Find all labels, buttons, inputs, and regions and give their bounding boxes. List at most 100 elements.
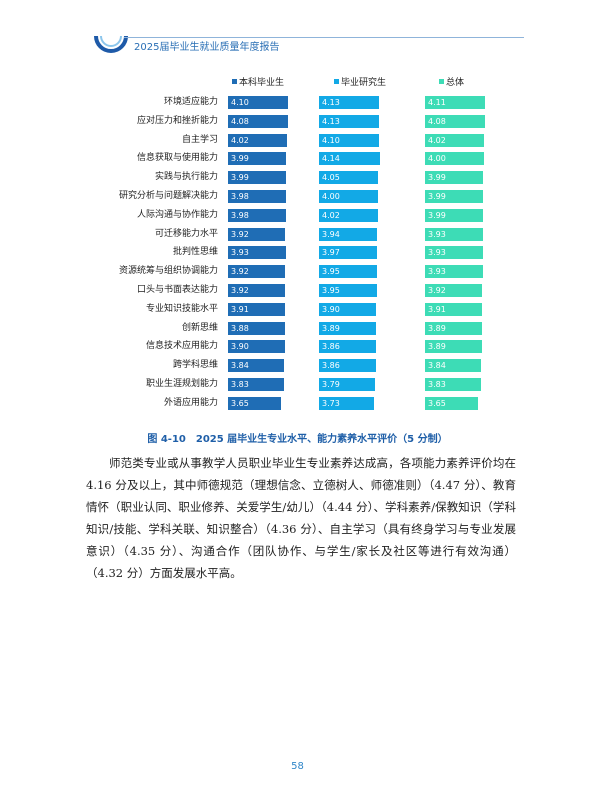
bar-value-label: 4.08 [428, 116, 446, 126]
bar-value-label: 3.73 [322, 398, 340, 408]
bar-overall: 4.08 [425, 114, 485, 128]
chart-row: 信息获取与使用能力 3.99 4.14 4.00 [0, 151, 595, 166]
chart-row: 人际沟通与协作能力 3.98 4.02 3.99 [0, 208, 595, 223]
bar-value-label: 3.84 [428, 361, 446, 371]
bar-overall: 4.02 [425, 133, 484, 147]
chart-row: 批判性思维 3.93 3.97 3.93 [0, 245, 595, 260]
bar-value-label: 3.92 [231, 286, 249, 295]
bar-value-label: 4.14 [322, 154, 340, 164]
chart-row: 实践与执行能力 3.99 4.05 3.99 [0, 170, 595, 185]
legend-item-overall: 总体 [439, 75, 464, 88]
bar-value-label: 4.00 [322, 192, 340, 201]
bar-postgrad: 4.13 [319, 96, 380, 109]
bar-value-label: 3.90 [322, 304, 340, 314]
bar-overall: 3.65 [425, 396, 479, 410]
bar-undergrad: 3.91 [228, 302, 286, 316]
bar-value-label: 4.02 [322, 210, 340, 220]
chart-legend: 本科毕业生 毕业研究生 总体 [0, 75, 595, 89]
bar-postgrad: 3.97 [319, 246, 378, 260]
bar-value-label: 3.92 [428, 286, 446, 295]
bar-value-label: 4.08 [231, 116, 249, 126]
category-label: 信息技术应用能力 [145, 341, 218, 352]
bar-value-label: 4.13 [322, 116, 340, 126]
bar-overall: 3.91 [425, 302, 483, 316]
bar-postgrad: 4.10 [319, 133, 379, 147]
bar-value-label: 3.89 [428, 323, 446, 333]
bar-postgrad: 4.14 [319, 152, 380, 166]
bar-overall: 3.93 [425, 246, 483, 260]
chart-row: 信息技术应用能力 3.90 3.86 3.89 [0, 339, 595, 354]
legend-item-postgrad: 毕业研究生 [334, 75, 386, 88]
bar-undergrad: 3.98 [228, 190, 287, 203]
bar-value-label: 3.93 [231, 248, 249, 258]
bar-overall: 4.11 [425, 96, 486, 109]
bar-value-label: 3.94 [322, 229, 340, 239]
legend-label-overall: 总体 [446, 78, 465, 88]
bar-value-label: 3.86 [322, 342, 340, 352]
legend-item-undergrad: 本科毕业生 [232, 75, 284, 88]
bar-overall: 3.84 [425, 359, 482, 373]
bar-postgrad: 4.13 [319, 114, 380, 128]
bar-value-label: 3.99 [231, 154, 249, 164]
bar-value-label: 4.05 [322, 173, 340, 183]
bar-undergrad: 3.92 [228, 265, 286, 279]
bar-postgrad: 3.86 [319, 359, 376, 373]
chart-row: 自主学习 4.02 4.10 4.02 [0, 133, 595, 148]
category-label: 职业生涯规划能力 [145, 379, 218, 389]
bar-undergrad: 3.92 [228, 284, 286, 297]
bar-postgrad: 3.95 [319, 265, 377, 279]
bar-value-label: 4.02 [231, 135, 249, 145]
bar-value-label: 4.13 [322, 98, 340, 107]
page-number: 58 [291, 761, 304, 772]
bar-postgrad: 3.73 [319, 396, 374, 410]
bar-undergrad: 4.02 [228, 133, 287, 147]
category-label: 跨学科思维 [172, 360, 218, 371]
bar-value-label: 3.84 [231, 361, 249, 371]
legend-swatch-undergrad [232, 79, 237, 84]
bar-undergrad: 4.10 [228, 96, 288, 109]
bar-postgrad: 3.90 [319, 302, 377, 316]
bar-overall: 3.93 [425, 227, 483, 241]
bar-postgrad: 4.00 [319, 190, 378, 203]
bar-value-label: 3.65 [428, 398, 446, 408]
chart-row: 创新思维 3.88 3.89 3.89 [0, 321, 595, 336]
category-label: 环境适应能力 [163, 97, 218, 107]
bar-value-label: 4.10 [322, 135, 340, 145]
chart-row: 资源统筹与组织协调能力 3.92 3.95 3.93 [0, 264, 595, 279]
category-label: 应对压力和挫折能力 [136, 115, 218, 126]
bar-value-label: 3.86 [322, 361, 340, 371]
bar-undergrad: 3.99 [228, 152, 287, 166]
chart-row: 可迁移能力水平 3.92 3.94 3.93 [0, 227, 595, 242]
category-label: 研究分析与问题解决能力 [118, 191, 218, 201]
bar-value-label: 3.92 [231, 229, 249, 239]
legend-swatch-postgrad [334, 79, 339, 84]
bar-overall: 3.89 [425, 340, 482, 354]
bar-undergrad: 4.08 [228, 114, 288, 128]
chart-row: 环境适应能力 4.10 4.13 4.11 [0, 95, 595, 110]
bar-postgrad: 3.79 [319, 378, 375, 391]
header-title: 2025届毕业生就业质量年度报告 [134, 42, 280, 53]
chart-row: 职业生涯规划能力 3.83 3.79 3.83 [0, 377, 595, 392]
category-label: 资源统筹与组织协调能力 [118, 266, 218, 277]
bar-value-label: 3.83 [428, 380, 446, 389]
bar-value-label: 3.91 [231, 304, 249, 314]
bar-value-label: 3.98 [231, 210, 249, 220]
bar-overall: 3.99 [425, 171, 484, 185]
category-label: 实践与执行能力 [154, 172, 218, 183]
bar-value-label: 3.99 [231, 173, 249, 183]
bar-value-label: 3.93 [428, 267, 446, 277]
bar-value-label: 4.11 [428, 98, 446, 107]
bar-value-label: 3.95 [322, 267, 340, 277]
bar-undergrad: 3.99 [228, 171, 287, 185]
bar-value-label: 3.95 [322, 286, 340, 295]
bar-overall: 3.92 [425, 284, 483, 297]
legend-swatch-overall [439, 79, 444, 84]
category-label: 批判性思维 [172, 247, 218, 258]
bar-overall: 3.93 [425, 265, 483, 279]
legend-label-postgrad: 毕业研究生 [341, 78, 387, 88]
chart-row: 外语应用能力 3.65 3.73 3.65 [0, 396, 595, 411]
legend-label-undergrad: 本科毕业生 [239, 78, 285, 88]
chart-row: 口头与书面表达能力 3.92 3.95 3.92 [0, 283, 595, 298]
bar-value-label: 3.65 [231, 398, 249, 408]
bar-value-label: 3.99 [428, 173, 446, 183]
